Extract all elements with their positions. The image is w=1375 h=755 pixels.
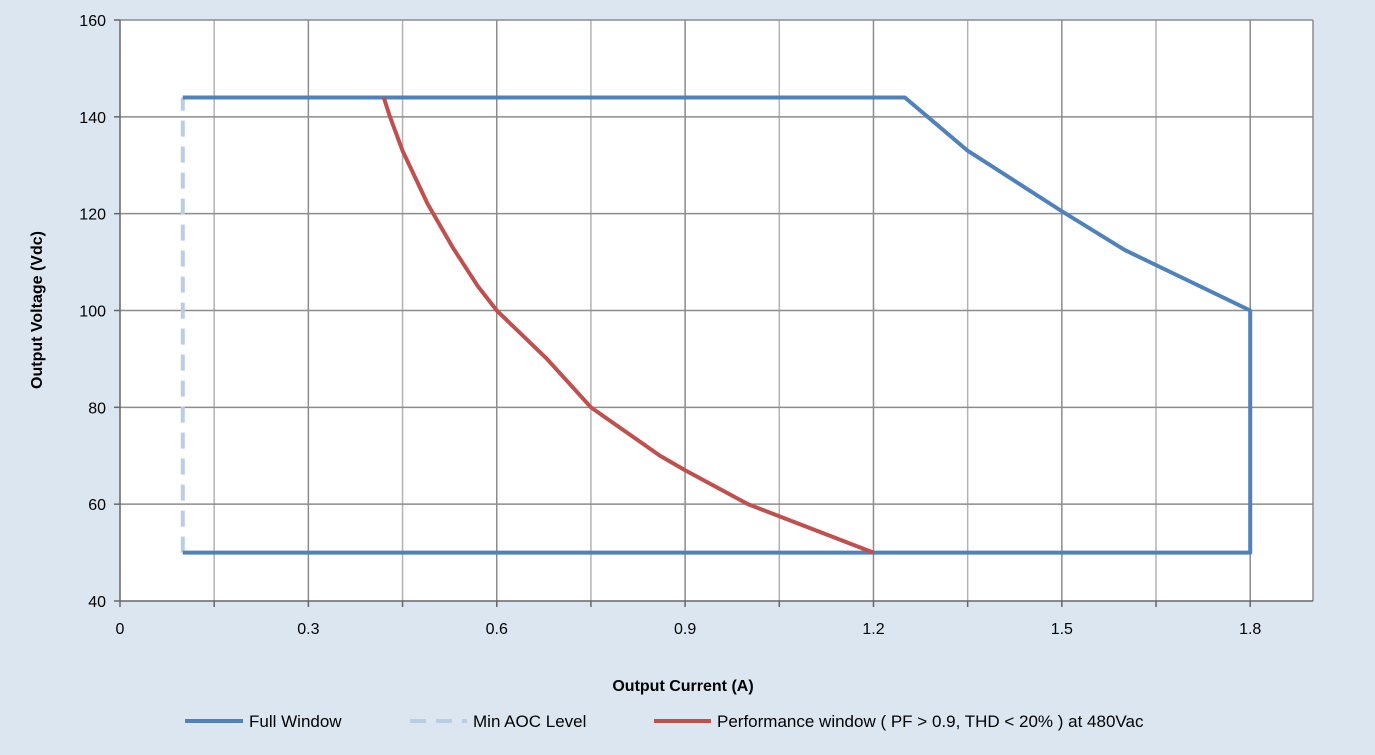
y-tick-label: 100 (79, 304, 106, 321)
y-tick-label: 80 (88, 400, 106, 417)
y-tick-label: 120 (79, 207, 106, 224)
y-tick-label: 40 (88, 594, 106, 611)
y-tick-label: 160 (79, 13, 106, 30)
x-tick-label: 0 (116, 621, 125, 638)
legend-label-full-window: Full Window (249, 712, 342, 731)
y-tick-label: 140 (79, 110, 106, 127)
y-axis-title: Output Voltage (Vdc) (29, 231, 46, 389)
axes (114, 19, 1313, 607)
x-tick-label: 0.6 (486, 621, 508, 638)
series-line-0 (182, 95, 1253, 555)
x-tick-label: 0.3 (297, 621, 319, 638)
x-tick-label: 1.8 (1239, 621, 1261, 638)
tick-labels: 0 0.3 0.6 0.9 1.2 1.5 1.8 40 60 80 100 120 140 160 (79, 13, 1261, 638)
y-tick-label: 60 (88, 497, 106, 514)
x-axis-title: Output Current (A) (612, 678, 753, 695)
legend-label-performance-window: Performance window ( PF > 0.9, THD < 20%… (717, 712, 1144, 731)
series-line-2 (381, 96, 875, 555)
legend: Full Window Min AOC Level Performance wi… (185, 712, 1144, 731)
x-tick-label: 1.5 (1051, 621, 1073, 638)
x-tick-label: 1.2 (862, 621, 884, 638)
series-lines (180, 95, 1253, 555)
legend-label-min-aoc-level: Min AOC Level (473, 712, 586, 731)
x-tick-label: 0.9 (674, 621, 696, 638)
